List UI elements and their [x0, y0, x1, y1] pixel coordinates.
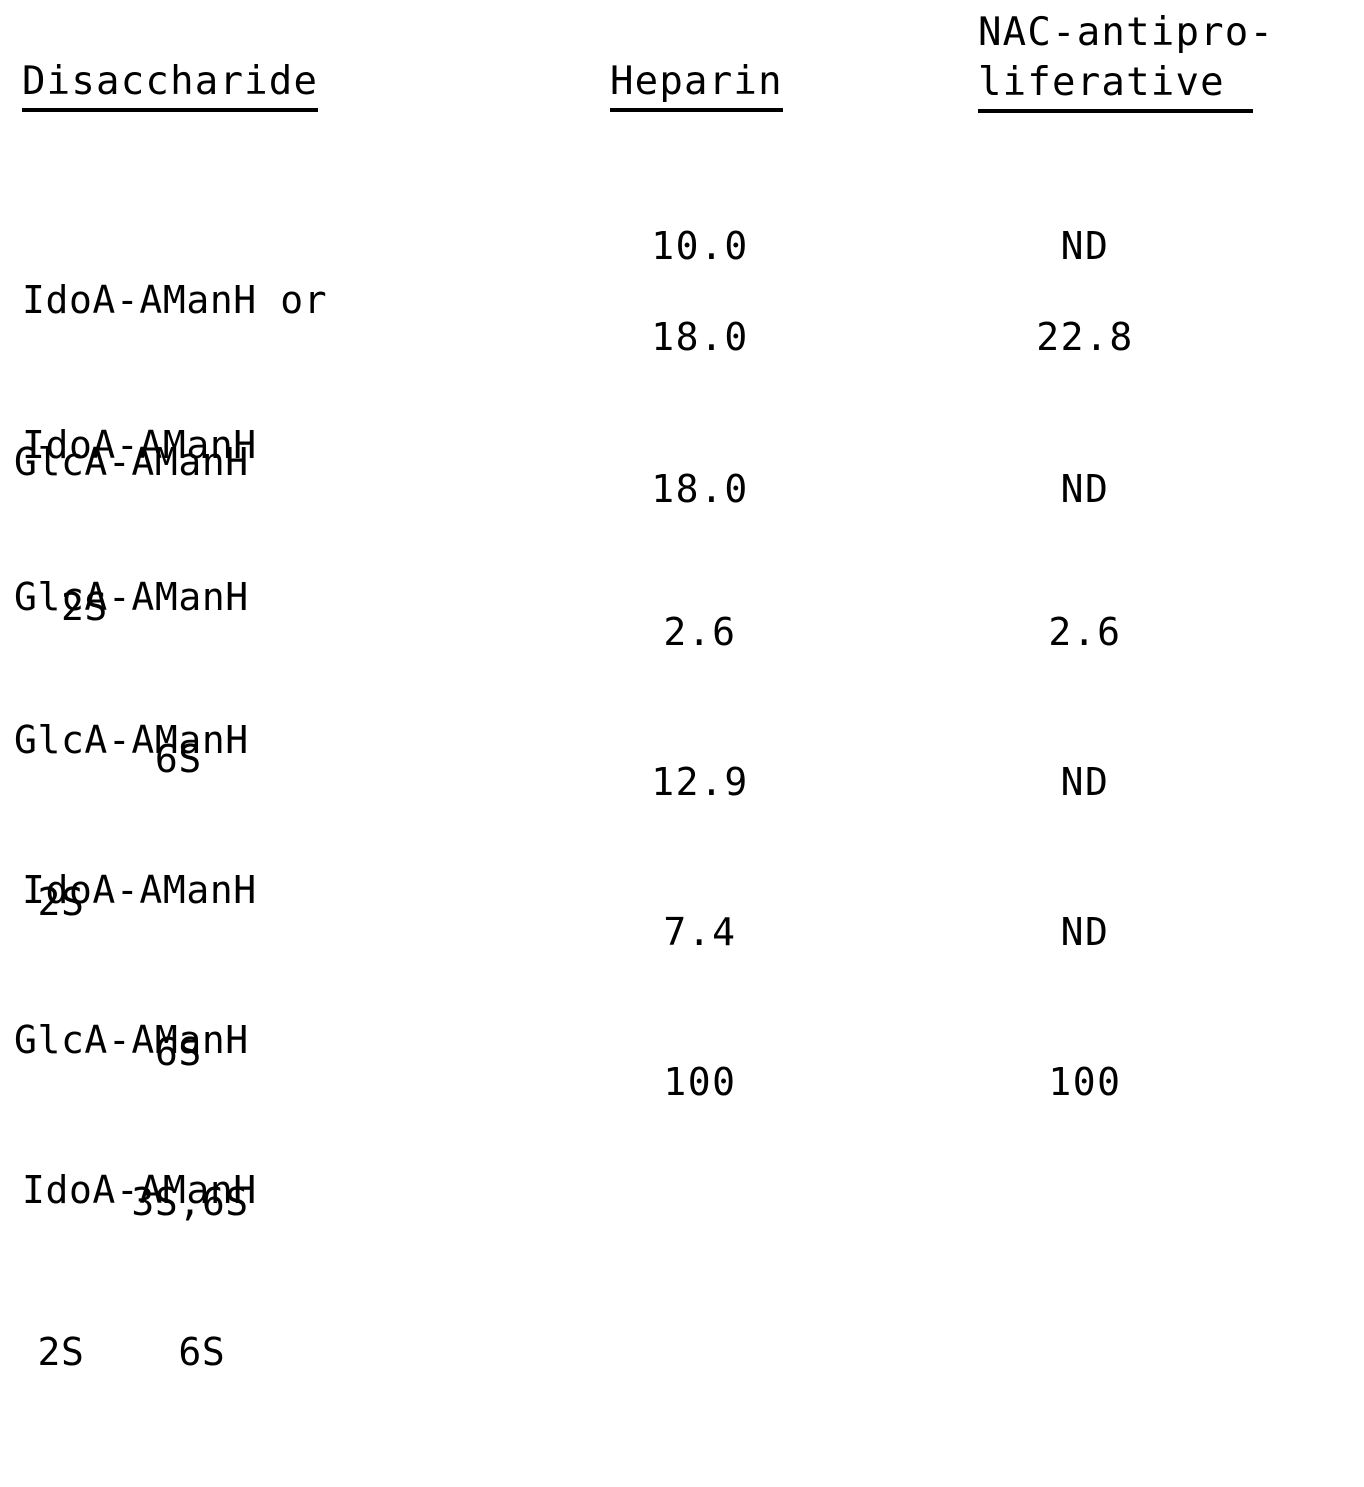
cell-nac-value: 2.6	[940, 605, 1230, 659]
document-page: Disaccharide Heparin NAC-antipro-liferat…	[0, 0, 1364, 1184]
table-header: Disaccharide Heparin NAC-antipro-liferat…	[0, 0, 1364, 132]
column-header-disaccharide-label: Disaccharide	[22, 57, 318, 112]
cell-heparin-value: 10.0	[560, 219, 840, 273]
column-header-heparin: Heparin	[610, 57, 783, 112]
cell-heparin-value: 100	[560, 1055, 840, 1109]
cell-heparin-value: 2.6	[560, 605, 840, 659]
cell-heparin-value: 18.0	[560, 462, 840, 516]
cell-nac-value: 22.8	[940, 310, 1230, 364]
cell-nac-value: 100	[940, 1055, 1230, 1109]
cell-nac-value: ND	[940, 755, 1230, 809]
column-header-nac-line1: NAC-antipro-	[978, 8, 1274, 58]
disaccharide-name-line1: IdoA-AManH	[0, 1163, 600, 1217]
cell-heparin-value: 18.0	[560, 310, 840, 364]
cell-nac-value: ND	[940, 219, 1230, 273]
cell-heparin-value: 7.4	[560, 905, 840, 959]
cell-nac-value: ND	[940, 462, 1230, 516]
cell-disaccharide: IdoA-AManH 2S 6S	[0, 1055, 600, 1487]
column-header-disaccharide: Disaccharide	[22, 57, 318, 112]
column-header-nac-line2: liferative	[978, 58, 1253, 113]
column-header-heparin-label: Heparin	[610, 57, 783, 112]
disaccharide-name-line2: 2S 6S	[0, 1325, 600, 1379]
cell-heparin-value: 12.9	[560, 755, 840, 809]
cell-nac-value: ND	[940, 905, 1230, 959]
column-header-nac-antiproliferative: NAC-antipro-liferative	[978, 8, 1274, 113]
